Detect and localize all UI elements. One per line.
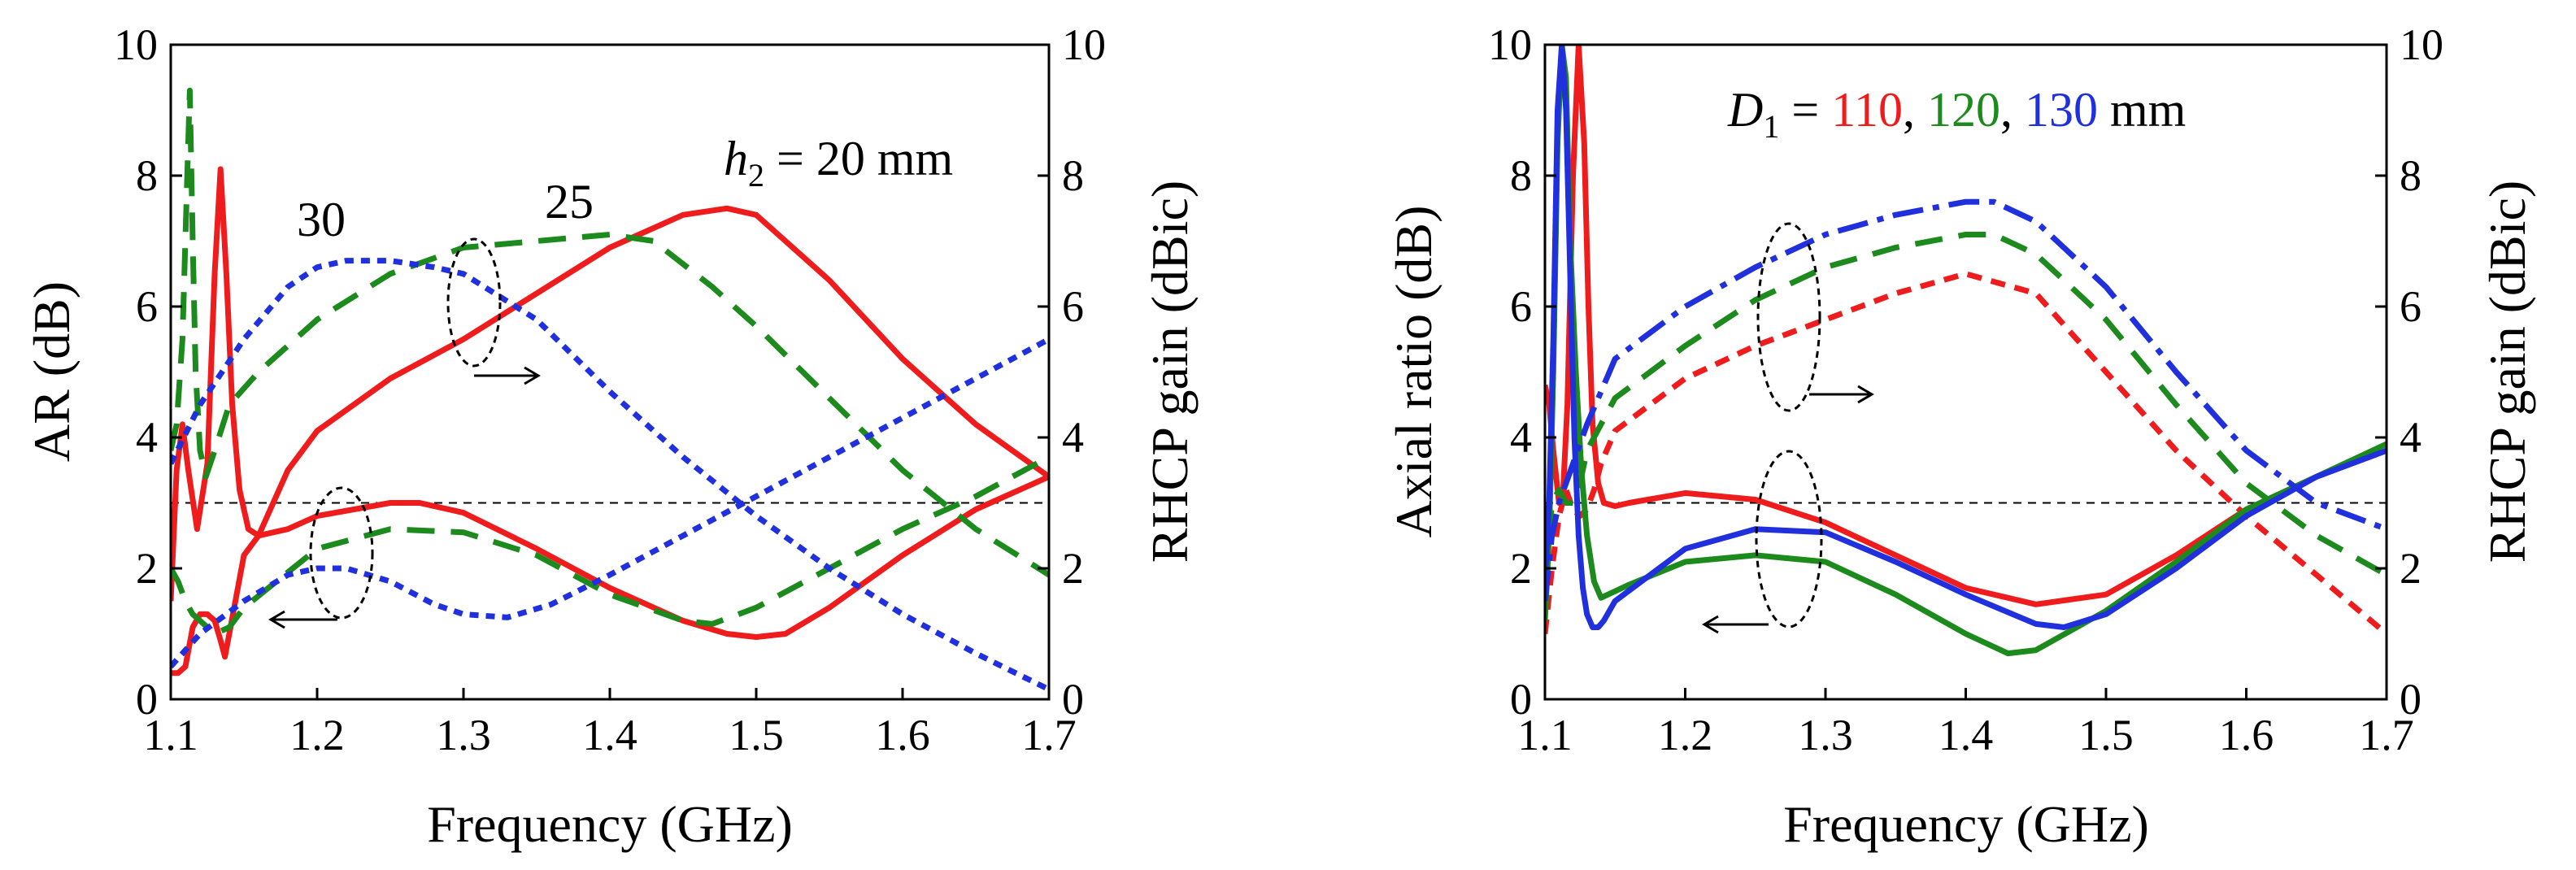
y-axis-label-right: Axial ratio (dB) [1385,206,1442,538]
ar-group-ellipse-left [309,486,374,620]
y-tick-label-right: 4 [1062,413,1084,462]
y-tick-label-right: 0 [2400,675,2422,724]
y2-axis-label-right: RHCP gain (dBic) [2478,181,2536,563]
x-tick-label: 1.3 [436,711,491,759]
y-tick-label-left: 8 [1510,151,1532,200]
y-tick-label-right: 6 [1062,282,1084,331]
y-tick-label-left: 6 [136,282,158,331]
x-tick-label: 1.4 [1939,711,1994,759]
y-tick-label-right: 4 [2400,413,2422,462]
series-line-gain-h2-20-mm [171,166,1049,602]
series-line-gain-d1-110-mm [1545,271,2387,637]
x-axis-label-left: Frequency (GHz) [427,795,793,853]
series-line-ar-h2-30-mm [171,337,1049,669]
x-tick-label: 1.5 [729,711,784,759]
series-line-gain-d1-130-mm [1545,198,2387,602]
y-tick-label-left: 0 [1510,675,1532,724]
x-tick-label: 1.7 [2359,711,2414,759]
y-tick-label-left: 10 [1488,20,1532,69]
y-tick-label-right: 6 [2400,282,2422,331]
x-tick-label: 1.4 [582,711,637,759]
x-tick-label: 1.7 [1021,711,1077,759]
y-tick-label-left: 2 [136,544,158,593]
arrow-head-right-right [1857,385,1874,404]
x-tick-label: 1.1 [1517,711,1573,759]
y-tick-label-left: 10 [114,20,158,69]
arrow-head-left-right [1702,615,1719,634]
y-tick-label-right: 10 [1062,20,1106,69]
ar-group-ellipse-right [1755,450,1823,629]
x-axis-label-right: Frequency (GHz) [1783,795,2149,853]
x-tick-label: 1.5 [2078,711,2134,759]
y-tick-label-left: 0 [136,675,158,724]
x-tick-label: 1.2 [289,711,345,759]
y-tick-label-left: 6 [1510,282,1532,331]
legend-d1-values: D1 = 110, 120, 130 mm [1727,83,2186,145]
series-line-ar-h2-20-mm [171,474,1049,676]
x-tick-label: 1.6 [2219,711,2274,759]
arrow-head-right-left [524,366,541,385]
y-axis-label-left: AR (dB) [23,281,80,462]
gain-group-ellipse-left [446,237,502,368]
x-tick-label: 1.3 [1798,711,1853,759]
label-h2-20mm: h2 = 20 mm [724,132,953,194]
y-tick-label-left: 2 [1510,544,1532,593]
series-line-ar-d1-110-mm [1545,45,2387,607]
plot-frame-right [1543,43,2388,701]
series-line-gain-h2-30-mm [171,258,1049,693]
x-tick-label: 1.1 [143,711,198,759]
x-tick-label: 1.2 [1658,711,1713,759]
y-tick-label-right: 8 [2400,151,2422,200]
label-h2-30: 30 [297,193,346,246]
series-line-gain-h2-25-mm [171,87,1049,577]
y-tick-label-right: 0 [1062,675,1084,724]
arrow-head-left-left [268,610,285,629]
y-tick-label-left: 4 [136,413,158,462]
y-tick-label-right: 2 [2400,544,2422,593]
y-tick-label-right: 2 [1062,544,1084,593]
series-line-ar-d1-130-mm [1545,45,2387,630]
x-tick-label: 1.6 [875,711,930,759]
series-line-ar-h2-25-mm [171,455,1049,637]
y-tick-label-right: 10 [2400,20,2443,69]
y-tick-label-left: 8 [136,151,158,200]
y2-axis-label-left: RHCP gain (dBic) [1141,181,1199,563]
y-tick-label-left: 4 [1510,413,1532,462]
label-h2-25: 25 [545,175,594,228]
series-line-gain-d1-120-mm [1545,232,2387,582]
y-tick-label-right: 8 [1062,151,1084,200]
gain-group-ellipse-right [1756,222,1821,412]
